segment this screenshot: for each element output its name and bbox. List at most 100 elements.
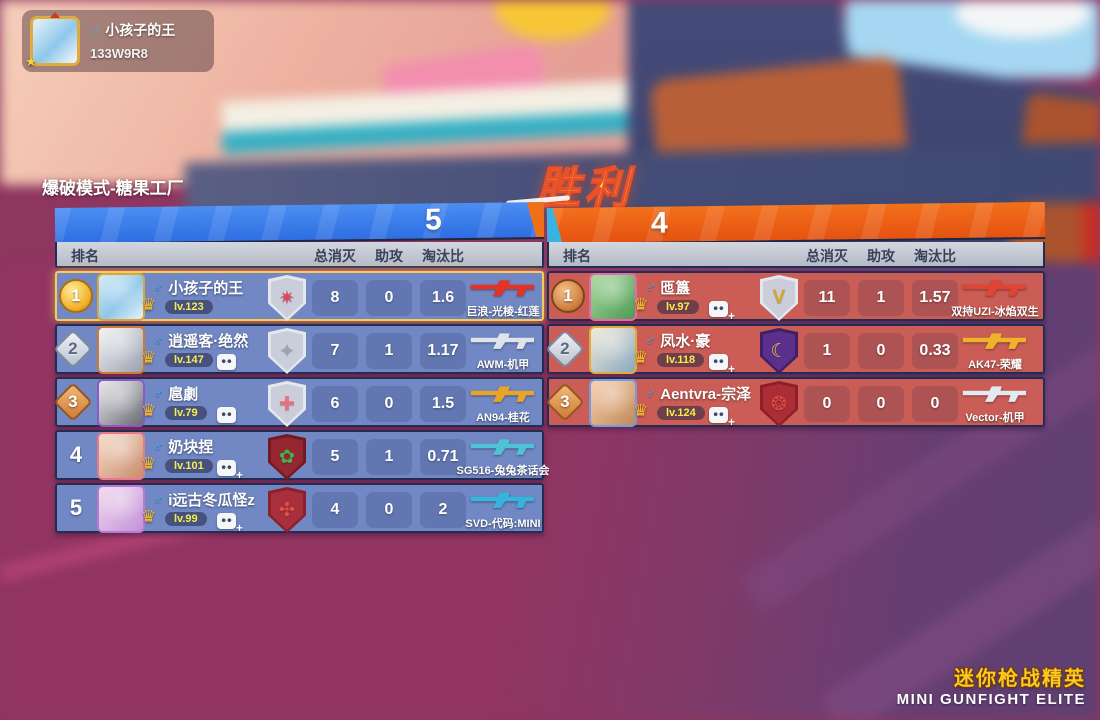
weapon: SG516-兔兔茶话会 <box>445 434 561 480</box>
player-row: 1 ♂小孩子的王 lv.123 ✷ 8 0 1.6 巨浪-光棱-红莲 <box>55 271 544 321</box>
player-row: 1 ♂匜簋 lv.97 V 11 1 1.57 双持UZI-冰焰双生 <box>547 271 1045 323</box>
avatar[interactable] <box>97 432 145 480</box>
mode-label: 爆破模式-糖果工厂 <box>42 179 184 198</box>
assists-value: 1 <box>366 333 412 369</box>
player-card-name: 小孩子的王 <box>105 22 176 38</box>
kills-value: 0 <box>804 386 850 422</box>
kd-value: 1.57 <box>912 280 958 316</box>
weapon: Vector-机甲 <box>937 381 1053 427</box>
level-badge: lv.99 <box>165 512 207 526</box>
weapon-icon <box>470 386 535 402</box>
assists-value: 1 <box>858 280 904 316</box>
column-assists: 助攻 <box>375 248 403 264</box>
avatar[interactable] <box>589 379 637 427</box>
assists-value: 0 <box>858 386 904 422</box>
chat-bubble-icon[interactable] <box>217 354 236 370</box>
assists-value: 1 <box>366 439 412 475</box>
player-row: 2 ♂逍遥客·绝然 lv.147 ✦ 7 1 1.17 AWM-机甲 <box>53 324 544 374</box>
kills-value: 8 <box>312 280 358 316</box>
avatar[interactable] <box>97 326 145 374</box>
player-row: 4 ♂奶块捏 lv.101 ✿ 5 1 0.71 SG516-兔兔茶话会 <box>55 430 549 482</box>
rank-insignia-icon <box>633 348 648 368</box>
clan-badge-icon: V <box>760 275 798 321</box>
table-header: 排名 总消灭 助攻 淘汰比 <box>547 242 1045 268</box>
kd-value: 0.71 <box>420 439 466 475</box>
add-friend-icon[interactable] <box>709 354 735 376</box>
male-icon: ♂ <box>153 332 165 349</box>
column-rank: 排名 <box>563 248 591 264</box>
weapon: AWM-机甲 <box>445 328 561 374</box>
rank-insignia-icon <box>141 507 156 527</box>
team-score-banner-blue: 5 <box>54 202 545 245</box>
weapon-icon <box>470 333 535 349</box>
clan-badge-icon: ❂ <box>760 381 798 427</box>
male-icon: ♂ <box>645 332 657 349</box>
add-friend-icon[interactable] <box>709 407 735 429</box>
avatar[interactable] <box>97 379 145 427</box>
player-name: 匜簋 <box>660 280 691 297</box>
player-row: 2 ♂凤水·豪 lv.118 ☾ 1 0 0.33 AK47-荣耀 <box>545 324 1045 376</box>
level-badge: lv.101 <box>165 459 213 473</box>
rank-medal-icon: 2 <box>53 329 93 369</box>
player-row: 3 ♂Aentvra-宗泽 lv.124 ❂ 0 0 0 Vector-机甲 <box>545 377 1045 429</box>
rank-medal-icon: 1 <box>59 279 93 313</box>
level-badge: lv.147 <box>165 353 213 367</box>
weapon: 双持UZI-冰焰双生 <box>937 275 1053 321</box>
weapon-name: AK47-荣耀 <box>968 359 1022 371</box>
add-friend-icon[interactable] <box>217 513 243 535</box>
male-icon: ♂ <box>645 279 657 296</box>
game-logo: 迷你枪战精英 MINI GUNFIGHT ELITE <box>897 662 1086 708</box>
player-card-id: 133W9R8 <box>90 46 148 61</box>
male-icon: ♂ <box>645 385 657 402</box>
assists-value: 0 <box>366 386 412 422</box>
weapon-name: 巨浪-光棱-红莲 <box>466 306 540 318</box>
victory-title: 胜利 <box>535 163 634 214</box>
male-icon: ♂ <box>153 279 165 296</box>
clan-badge-icon: ✦ <box>268 328 306 374</box>
column-kd: 淘汰比 <box>914 248 956 264</box>
rank-medal-icon: 3 <box>53 382 93 422</box>
team-score-blue: 5 <box>424 203 442 237</box>
rank-insignia-icon <box>141 454 156 474</box>
column-rank: 排名 <box>71 248 99 264</box>
clan-badge-icon: ✿ <box>268 434 306 480</box>
rank-insignia-icon <box>633 295 648 315</box>
clan-badge-icon: ☾ <box>760 328 798 374</box>
kills-value: 5 <box>312 439 358 475</box>
male-icon: ♂ <box>153 491 165 508</box>
weapon-icon <box>470 439 535 455</box>
avatar[interactable] <box>589 326 637 374</box>
weapon-name: 双持UZI-冰焰双生 <box>951 306 1039 318</box>
avatar[interactable] <box>97 485 145 533</box>
avatar[interactable] <box>589 273 637 321</box>
level-badge: lv.97 <box>657 300 699 314</box>
game-logo-en: MINI GUNFIGHT ELITE <box>896 691 1086 708</box>
avatar[interactable] <box>97 273 145 321</box>
rank-number: 5 <box>69 495 83 520</box>
column-assists: 助攻 <box>867 248 895 264</box>
player-name: 凤水·豪 <box>660 333 711 350</box>
avatar[interactable] <box>25 16 80 70</box>
rank-insignia-icon <box>141 401 156 421</box>
kills-value: 7 <box>312 333 358 369</box>
add-friend-icon[interactable] <box>217 460 243 482</box>
column-kd: 淘汰比 <box>422 248 464 264</box>
chat-bubble-icon[interactable] <box>217 407 236 423</box>
kd-value: 1.5 <box>420 386 466 422</box>
weapon: 巨浪-光棱-红莲 <box>445 275 561 321</box>
kd-value: 0.33 <box>912 333 958 369</box>
weapon-icon <box>470 280 535 296</box>
add-friend-icon[interactable] <box>709 301 735 323</box>
assists-value: 0 <box>366 492 412 528</box>
kills-value: 6 <box>312 386 358 422</box>
weapon: SVD-代码:MINI <box>445 487 561 533</box>
player-name: Aentvra-宗泽 <box>660 386 752 403</box>
player-info-card[interactable]: ♂ 小孩子的王 133W9R8 <box>22 10 214 72</box>
rank-insignia-icon <box>633 401 648 421</box>
weapon-name: SG516-兔兔茶话会 <box>456 465 550 477</box>
male-icon: ♂ <box>90 21 102 39</box>
column-kills: 总消灭 <box>314 248 356 264</box>
rank-insignia-icon <box>141 348 156 368</box>
kd-value: 1.6 <box>420 280 466 316</box>
game-logo-cn: 迷你枪战精英 <box>954 668 1086 690</box>
